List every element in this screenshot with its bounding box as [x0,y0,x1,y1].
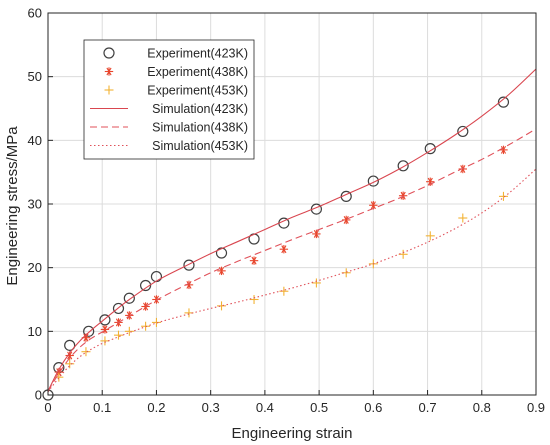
data-point [497,96,510,108]
data-point [498,191,508,201]
legend-entry: Experiment(453K) [104,84,248,98]
y-axis-label: Engineering stress/MPa [4,126,21,286]
x-tick-label: 0.3 [202,400,220,415]
legend-entry: Experiment(423K) [103,47,248,61]
data-point [312,229,321,239]
data-point [100,325,110,334]
x-tick-label: 0.5 [310,400,328,415]
data-point [123,292,135,304]
legend-entry: Simulation(423K) [90,102,248,116]
series-simulation-438k [47,128,537,392]
x-tick-label: 0.2 [147,400,165,415]
legend-label: Simulation(453K) [152,139,248,153]
data-point [81,347,91,357]
data-point [100,336,110,346]
series-line [47,128,537,392]
data-point [342,215,351,225]
data-point [99,314,111,326]
data-point [113,330,123,340]
data-point [215,247,228,259]
data-point [217,301,227,311]
series-experiment-438k [54,145,508,377]
data-point [151,317,161,327]
legend-box [83,39,255,160]
data-point [83,325,95,337]
data-point [141,302,150,311]
legend-entry: Simulation(438K) [90,121,248,135]
legend-entry: Simulation(453K) [90,139,248,153]
legend: Experiment(423K) Experiment(438K) Experime… [83,39,255,160]
x-tick-label: 0.7 [419,400,437,415]
data-point [458,164,467,174]
plot-frame [47,12,537,396]
data-point [311,278,321,288]
data-point [367,175,379,187]
legend-marker-swatch [104,67,114,76]
x-axis-label: Engineering strain [232,425,353,442]
y-tick-label: 0 [35,388,42,403]
legend-marker-swatch [104,85,114,95]
x-tick-label: 0 [44,400,51,415]
series-simulation-423k [47,68,537,392]
data-point [397,160,409,172]
series-experiment-423k [42,96,510,401]
data-point [183,259,195,271]
data-point [424,143,436,155]
y-tick-label: 20 [28,260,42,275]
legend-label: Simulation(423K) [152,102,248,116]
data-point [499,145,508,155]
data-point [457,125,469,138]
legend-entry: Experiment(438K) [104,65,248,79]
y-tick-label: 30 [28,197,42,212]
data-point [152,295,161,304]
legend-label: Experiment(453K) [147,84,248,98]
legend-marker-swatch [103,47,115,59]
series-layer [42,68,537,401]
series-line [47,68,537,392]
x-tick-label: 0.6 [364,400,382,415]
tick-labels: 0 0.1 0.2 0.3 0.4 0.5 0.6 0.7 0.8 0.9 0 10 20 30 40 50 6… [28,6,546,416]
data-point [140,279,152,292]
x-tick-label: 0.1 [93,400,111,415]
data-point [81,333,91,342]
data-point [279,245,289,254]
legend-label: Experiment(438K) [147,65,248,79]
data-point [65,359,75,369]
y-tick-label: 40 [28,133,42,148]
x-tick-label: 0.8 [473,400,491,415]
x-tick-label: 0.9 [527,400,545,415]
x-tick-label: 0.4 [256,400,274,415]
y-tick-label: 10 [28,324,42,339]
data-point [279,286,289,296]
data-point [124,326,134,336]
data-point [64,339,76,351]
y-tick-label: 50 [28,69,42,84]
data-point [425,231,435,241]
data-point [398,191,408,200]
series-experiment-453k [54,191,508,382]
axes [47,12,537,396]
data-point [249,295,259,304]
legend-label: Simulation(438K) [152,121,248,135]
data-point [249,256,259,265]
data-point [458,213,468,223]
legend-label: Experiment(423K) [147,47,248,61]
data-point [112,302,125,315]
y-tick-label: 60 [28,6,42,21]
